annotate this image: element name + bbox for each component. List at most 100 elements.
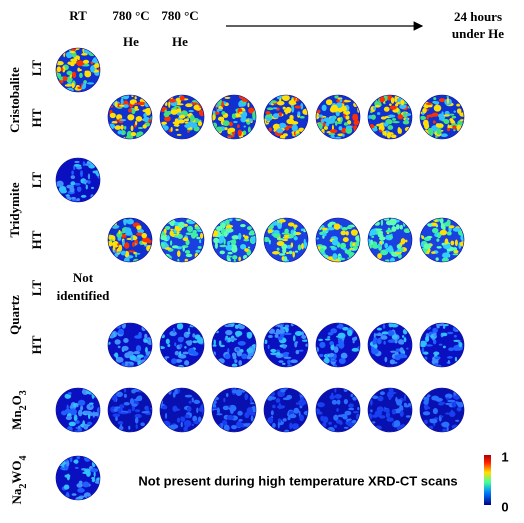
grain [71, 82, 75, 89]
grain [336, 399, 341, 405]
grain [272, 422, 276, 428]
grain [425, 395, 430, 403]
grain [442, 345, 446, 349]
note: Not present during high temperature XRD-… [138, 473, 457, 488]
grain [297, 244, 302, 251]
grain [118, 425, 124, 431]
grain [396, 243, 402, 249]
grain [318, 353, 324, 357]
grain [108, 235, 115, 238]
grain [341, 226, 348, 231]
grain [251, 236, 256, 243]
map [368, 323, 412, 367]
grain [71, 170, 74, 175]
grain [87, 180, 91, 184]
grain [73, 58, 77, 64]
grain [321, 227, 329, 231]
grain [225, 244, 234, 251]
grain [130, 125, 134, 132]
grain [197, 120, 203, 127]
grain [451, 424, 459, 429]
grain [93, 411, 99, 417]
grain [147, 339, 152, 345]
grain [178, 114, 186, 119]
grain [420, 340, 427, 348]
phase-label: Tridymite [7, 182, 22, 238]
grain [395, 348, 401, 352]
grain [114, 339, 121, 345]
grain [448, 227, 451, 231]
grain [450, 240, 455, 246]
grain [238, 111, 243, 114]
grain [124, 388, 127, 393]
grain [64, 393, 72, 399]
grain [447, 356, 453, 359]
grain [133, 258, 139, 262]
grain [76, 456, 81, 460]
map [108, 95, 152, 139]
grain [133, 351, 141, 355]
grain [166, 235, 170, 241]
grain [202, 411, 204, 415]
grain [76, 186, 82, 192]
grain [118, 104, 125, 107]
grain [441, 111, 444, 116]
grain [231, 235, 240, 240]
grain [213, 339, 216, 346]
grain [179, 95, 185, 101]
grain [82, 481, 90, 488]
grain [280, 324, 283, 330]
grain [191, 102, 198, 105]
grain [219, 244, 227, 248]
grain [160, 235, 168, 241]
grain [436, 128, 442, 135]
state-label: HT [29, 108, 44, 127]
grain [116, 251, 122, 254]
grain [182, 351, 189, 355]
grain [390, 233, 393, 237]
grain [383, 340, 386, 345]
grain [76, 166, 83, 170]
grain [336, 408, 339, 412]
grain [250, 415, 254, 422]
grain [273, 230, 280, 234]
grain [212, 396, 219, 401]
grain [237, 124, 240, 129]
grain [288, 250, 293, 255]
grain [252, 111, 256, 119]
grain [435, 257, 439, 261]
grain [328, 421, 332, 425]
grain [185, 253, 193, 258]
grain [133, 398, 140, 401]
grain [176, 417, 181, 423]
grain [283, 236, 290, 239]
grain [318, 114, 324, 118]
grain [272, 107, 278, 110]
grain [170, 109, 178, 115]
grain [264, 339, 268, 344]
grain [123, 95, 130, 100]
grain [390, 134, 397, 139]
grain [76, 483, 83, 488]
grain [372, 395, 379, 399]
grain [329, 341, 334, 346]
grain [123, 393, 127, 398]
grain [374, 104, 381, 108]
grain [124, 227, 132, 235]
map [264, 218, 308, 262]
map [316, 95, 360, 139]
grain [267, 228, 273, 234]
grain [388, 394, 392, 400]
grain [395, 397, 398, 403]
map-edge [159, 387, 205, 433]
grain [322, 122, 326, 127]
grain [428, 248, 431, 253]
grain [216, 225, 223, 232]
grain [391, 334, 398, 339]
grain [449, 118, 454, 122]
grain [423, 351, 429, 355]
grain [184, 250, 191, 254]
grain [333, 414, 339, 421]
grain [160, 124, 167, 132]
grain [458, 341, 463, 348]
